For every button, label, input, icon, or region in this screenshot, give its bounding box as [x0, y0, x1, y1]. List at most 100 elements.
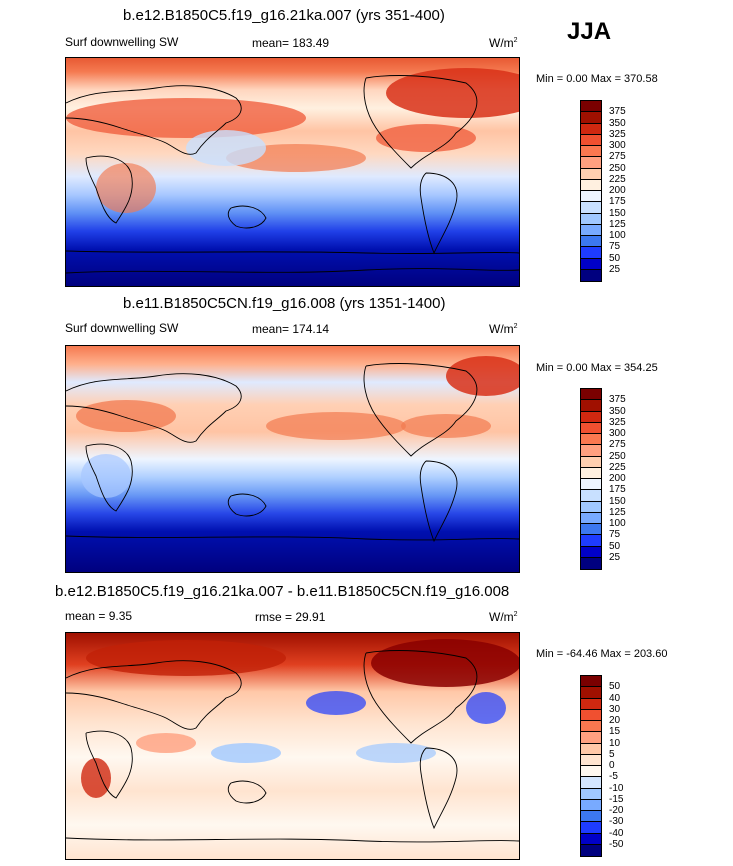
panel-middle-colorbar-box — [581, 524, 601, 536]
panel-top-colorbar-box — [581, 202, 601, 214]
panel-top-title: b.e12.B1850C5.f19_g16.21ka.007 (yrs 351-… — [123, 7, 445, 24]
panel-top-colorbar — [580, 100, 602, 282]
panel-bottom-colorbar-box — [581, 743, 601, 755]
panel-bottom-colorbar-box — [581, 721, 601, 733]
panel-top-units: W/m2 — [489, 36, 518, 50]
panel-middle-colorbar-tick-label: 25 — [609, 551, 621, 563]
panel-middle-minmax: Min = 0.00 Max = 354.25 — [536, 362, 658, 374]
panel-top-colorbar-tick-label: 300 — [609, 140, 626, 151]
panel-middle-colorbar-box — [581, 512, 601, 524]
north-hemisphere-high-band — [66, 98, 306, 138]
panel-top-colorbar-tick-label: 275 — [609, 151, 626, 163]
panel-middle-colorbar-tick-label: 350 — [609, 405, 626, 417]
panel-bottom-colorbar-tick-label: 0 — [609, 760, 615, 771]
panel-top-colorbar-box — [581, 134, 601, 146]
panel-middle-colorbar-tick-label: 100 — [609, 518, 626, 529]
panel-bottom-colorbar-tick-label: -50 — [609, 838, 624, 850]
panel-middle-colorbar-box — [581, 557, 601, 569]
panel-bottom-colorbar-box — [581, 799, 601, 811]
panel-top-colorbar-box — [581, 258, 601, 270]
season-label: JJA — [567, 18, 612, 45]
panel-bottom-colorbar-box — [581, 687, 601, 699]
coastline-antarctica — [66, 268, 519, 274]
panel-middle-colorbar-tick-label: 125 — [609, 506, 626, 518]
panel-bottom-colorbar-box — [581, 709, 601, 721]
panel-top-colorbar-tick-label: 250 — [609, 162, 626, 174]
panel-middle-colorbar-box — [581, 411, 601, 423]
panel-top-colorbar-tick-label: 350 — [609, 117, 626, 129]
panel-bottom-colorbar-box — [581, 833, 601, 845]
panel-bottom-colorbar-box — [581, 754, 601, 766]
coastline-africa — [85, 155, 133, 224]
panel-top-colorbar-box — [581, 236, 601, 248]
panel-top-colorbar-box — [581, 224, 601, 236]
panel-bottom-minmax: Min = -64.46 Max = 203.60 — [536, 648, 668, 660]
panel-middle-title: b.e11.B1850C5CN.f19_g16.008 (yrs 1351-14… — [123, 295, 446, 312]
panel-bottom-colorbar — [580, 675, 602, 857]
panel-middle-colorbar-box — [581, 400, 601, 412]
panel-top-colorbar-box — [581, 112, 601, 124]
panel-bottom-colorbar-tick-label: 10 — [609, 737, 621, 749]
panel-bottom-colorbar-box — [581, 732, 601, 744]
panel-middle-colorbar-tick-label: 375 — [609, 394, 626, 406]
panel-middle-colorbar-tick-label: 150 — [609, 495, 626, 507]
panel-bottom-map — [65, 632, 520, 860]
panel-bottom-colorbar-box — [581, 777, 601, 789]
panel-middle-colorbar-tick-label: 250 — [609, 450, 626, 462]
panel-middle-colorbar-box — [581, 456, 601, 468]
panel-top-colorbar-tick-label: 200 — [609, 185, 626, 196]
panel-middle-colorbar-tick-label: 275 — [609, 439, 626, 451]
panel-middle-variable-label: Surf downwelling SW — [65, 321, 179, 335]
panel-middle-colorbar-tick-label: 325 — [609, 416, 626, 428]
panel-middle-colorbar-box — [581, 434, 601, 446]
panel-top-colorbar-tick-label: 100 — [609, 230, 626, 241]
panel-top-map — [65, 57, 520, 287]
panel-bottom-units: W/m2 — [489, 610, 518, 624]
panel-bottom-colorbar-box — [581, 766, 601, 778]
panel-top-colorbar-box — [581, 168, 601, 180]
panel-top-colorbar-box — [581, 269, 601, 281]
panel-middle-colorbar-box — [581, 467, 601, 479]
panel-bottom-title: b.e12.B1850C5.f19_g16.21ka.007 - b.e11.B… — [55, 583, 510, 600]
panel-bottom-colorbar-box — [581, 811, 601, 823]
panel-middle-colorbar-tick-label: 225 — [609, 461, 626, 473]
panel-middle-colorbar-box — [581, 445, 601, 457]
panel-bottom-colorbar-tick-label: 5 — [609, 748, 615, 760]
panel-top-colorbar-box — [581, 101, 601, 113]
panel-top-colorbar-box — [581, 247, 601, 259]
panel-top-colorbar-box — [581, 157, 601, 169]
panel-bottom-colorbar-box — [581, 676, 601, 688]
panel-bottom-colorbar-tick-label: -15 — [609, 793, 624, 805]
coastline-eurasia — [66, 85, 242, 155]
panel-bottom-colorbar-tick-label: -30 — [609, 816, 624, 828]
panel-bottom-colorbar-tick-label: -10 — [609, 782, 624, 794]
panel-top-colorbar-box — [581, 191, 601, 203]
panel-bottom-rmse-label: rmse = 29.91 — [255, 610, 326, 624]
panel-top-mean-label: mean= 183.49 — [252, 36, 330, 50]
panel-top-colorbar-tick-label: 125 — [609, 218, 626, 230]
panel-middle-colorbar-tick-label: 175 — [609, 484, 626, 496]
panel-top-colorbar-box — [581, 179, 601, 191]
panel-middle-colorbar-box — [581, 479, 601, 491]
panel-bottom-colorbar-tick-label: 15 — [609, 726, 621, 738]
panel-bottom-colorbar-tick-label: -40 — [609, 827, 624, 839]
panel-bottom-colorbar-tick-label: 50 — [609, 681, 621, 693]
panel-top-colorbar-tick-label: 75 — [609, 241, 621, 253]
panel-middle-colorbar-box — [581, 501, 601, 513]
panel-top-colorbar-tick-label: 25 — [609, 263, 621, 275]
panel-top-colorbar-tick-label: 325 — [609, 128, 626, 140]
panel-middle-colorbar-tick-label: 75 — [609, 529, 621, 541]
panel-top-colorbar-tick-label: 150 — [609, 207, 626, 219]
panel-bottom-colorbar-tick-label: 30 — [609, 703, 621, 715]
panel-bottom-colorbar-tick-label: 20 — [609, 715, 621, 726]
panel-bottom-colorbar-tick-label: -5 — [609, 771, 618, 783]
coastline-north-america — [363, 75, 478, 169]
panel-bottom-colorbar-box — [581, 844, 601, 856]
panel-top-variable-label: Surf downwelling SW — [65, 35, 179, 49]
panel-middle-colorbar-box — [581, 490, 601, 502]
panel-top-colorbar-box — [581, 213, 601, 225]
coastline-australia — [227, 205, 267, 229]
panel-middle-map — [65, 345, 520, 573]
panel-top-colorbar-box — [581, 146, 601, 158]
panel-middle-colorbar-box — [581, 422, 601, 434]
